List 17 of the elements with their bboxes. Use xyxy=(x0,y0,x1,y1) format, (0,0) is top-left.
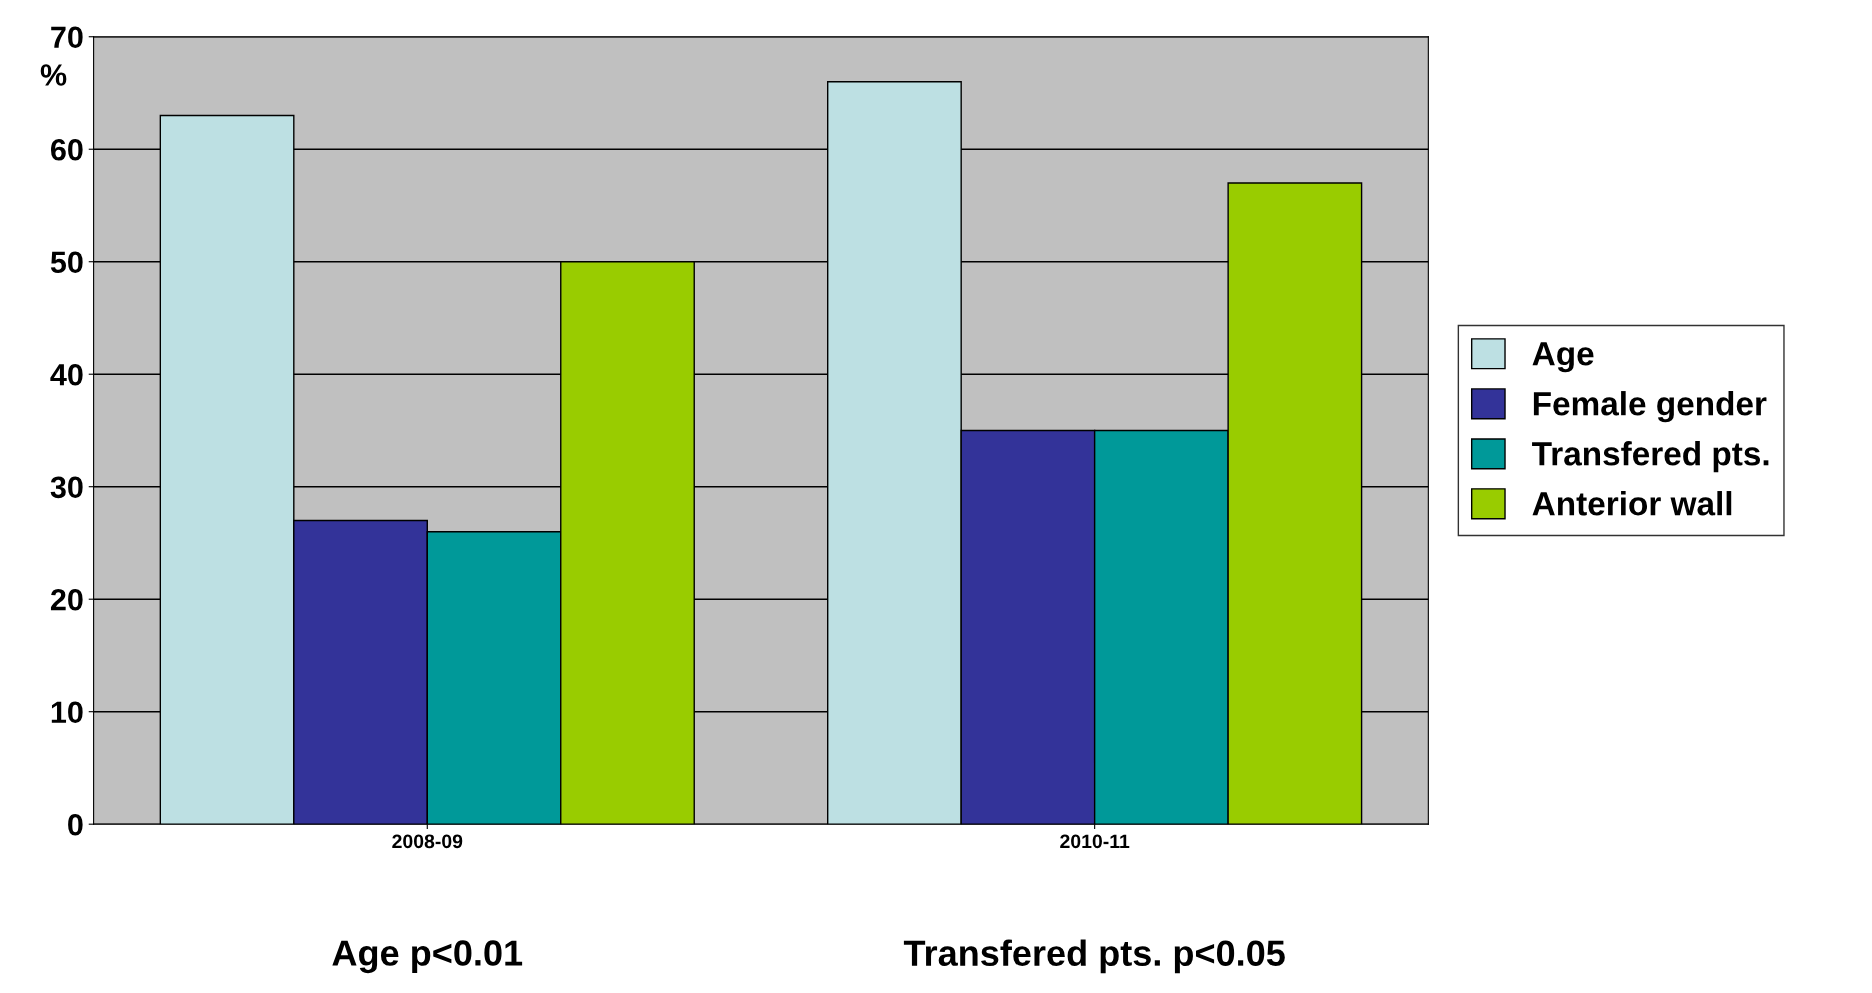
y-tick-label: 0 xyxy=(68,813,83,836)
text: Transfered pts. p<0.05 xyxy=(903,939,1285,974)
y-tick-label: 40 xyxy=(50,363,83,386)
y-tick-label: 30 xyxy=(50,476,83,499)
text: Age p<0.01 xyxy=(332,940,523,974)
y-axis-title: % xyxy=(40,64,67,86)
legend-label: Female gender xyxy=(1533,391,1767,423)
legend-label: Transfered pts. xyxy=(1532,441,1769,473)
y-tick-label: 20 xyxy=(50,588,83,611)
y-tick-label: 70 xyxy=(51,26,83,49)
legend-label: Anterior wall xyxy=(1532,491,1732,516)
y-tick-label: 60 xyxy=(51,138,83,161)
x-tick-label: 2008-09 xyxy=(392,834,463,849)
y-tick-label: 50 xyxy=(50,251,83,274)
legend-label: Age xyxy=(1532,342,1594,373)
x-tick-label: 2010-11 xyxy=(1060,834,1130,849)
y-tick-label: 10 xyxy=(51,701,83,724)
